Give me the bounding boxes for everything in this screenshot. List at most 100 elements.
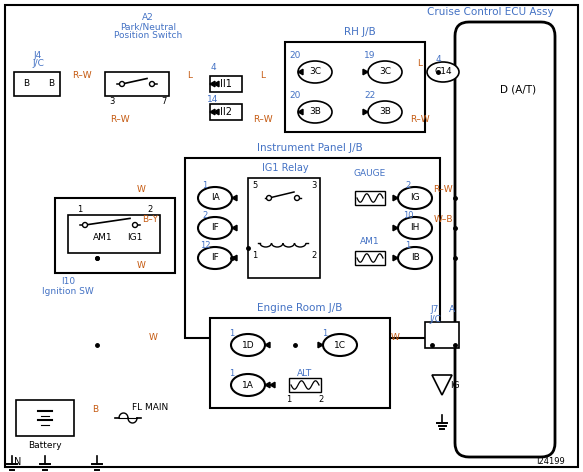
Text: 1: 1	[252, 251, 258, 260]
Text: B: B	[23, 79, 29, 89]
Text: 1: 1	[202, 182, 208, 191]
Text: 14: 14	[208, 95, 219, 104]
Text: B–Y: B–Y	[142, 216, 158, 225]
Text: J/C: J/C	[32, 59, 44, 68]
Text: 3: 3	[311, 180, 317, 189]
Circle shape	[120, 82, 125, 86]
FancyBboxPatch shape	[455, 22, 555, 457]
Bar	[285, 42, 425, 132]
Bar	[105, 72, 169, 96]
Text: J/C: J/C	[429, 314, 441, 323]
Text: FL MAIN: FL MAIN	[132, 404, 168, 413]
Text: 1C: 1C	[334, 340, 346, 349]
Text: R–W: R–W	[72, 71, 92, 81]
Text: 1A: 1A	[242, 380, 254, 389]
Text: L: L	[188, 71, 192, 81]
Bar	[248, 178, 320, 278]
Polygon shape	[265, 342, 270, 348]
Bar	[210, 76, 242, 92]
Text: IH: IH	[410, 224, 420, 233]
Polygon shape	[393, 195, 398, 201]
Text: 10: 10	[403, 211, 413, 220]
Text: 19: 19	[364, 51, 376, 59]
Text: IG: IG	[410, 194, 420, 202]
Text: II2: II2	[220, 107, 232, 117]
Text: 4: 4	[210, 64, 216, 73]
Ellipse shape	[231, 374, 265, 396]
Ellipse shape	[198, 187, 232, 209]
Polygon shape	[232, 195, 237, 201]
Polygon shape	[214, 81, 219, 87]
Text: C14: C14	[434, 67, 452, 76]
Text: 20: 20	[289, 91, 301, 100]
Text: W–B: W–B	[433, 216, 453, 225]
Text: Instrument Panel J/B: Instrument Panel J/B	[257, 143, 363, 153]
Polygon shape	[232, 255, 237, 261]
Text: 3C: 3C	[309, 67, 321, 76]
Bar	[355, 191, 385, 205]
Bar	[68, 215, 160, 253]
Ellipse shape	[323, 334, 357, 356]
Text: 1: 1	[229, 329, 234, 337]
Bar	[185, 158, 440, 338]
Polygon shape	[318, 342, 323, 348]
Bar	[16, 400, 74, 436]
Text: R–W: R–W	[433, 185, 453, 194]
Polygon shape	[298, 109, 303, 115]
Circle shape	[149, 82, 154, 86]
Text: IG1 Relay: IG1 Relay	[262, 163, 308, 173]
Text: Cruise Control ECU Assy: Cruise Control ECU Assy	[427, 7, 553, 17]
Bar	[355, 251, 385, 265]
Text: 2: 2	[318, 396, 324, 405]
Text: 1: 1	[405, 242, 410, 251]
Text: 2: 2	[311, 251, 317, 260]
Text: 4: 4	[435, 56, 441, 65]
Text: W: W	[391, 332, 399, 342]
Text: GAUGE: GAUGE	[354, 169, 386, 177]
Text: 3: 3	[110, 98, 115, 107]
Ellipse shape	[368, 61, 402, 83]
Text: 20: 20	[289, 51, 301, 59]
Text: 3B: 3B	[309, 108, 321, 117]
Text: 5: 5	[252, 180, 258, 189]
Text: Park/Neutral: Park/Neutral	[120, 23, 176, 32]
Ellipse shape	[231, 334, 265, 356]
Text: RH J/B: RH J/B	[344, 27, 376, 37]
Text: I24199: I24199	[536, 457, 565, 466]
Bar	[55, 198, 175, 273]
Text: AM1: AM1	[93, 233, 113, 242]
Bar	[210, 318, 390, 408]
Polygon shape	[393, 225, 398, 231]
Text: IG: IG	[450, 380, 460, 389]
Text: 2: 2	[202, 211, 208, 220]
Text: 1: 1	[286, 396, 292, 405]
Text: 2: 2	[405, 182, 410, 191]
Ellipse shape	[298, 101, 332, 123]
Text: N: N	[14, 457, 22, 467]
Ellipse shape	[427, 62, 459, 82]
Polygon shape	[210, 109, 215, 115]
Polygon shape	[363, 109, 368, 115]
Text: 2: 2	[147, 205, 153, 214]
Ellipse shape	[198, 247, 232, 269]
Text: R–W: R–W	[253, 116, 273, 125]
Text: L: L	[417, 59, 423, 68]
Text: W: W	[136, 261, 145, 270]
Circle shape	[132, 222, 138, 228]
Text: I10: I10	[61, 278, 75, 287]
Text: B: B	[48, 79, 54, 89]
Text: 3B: 3B	[379, 108, 391, 117]
Ellipse shape	[198, 217, 232, 239]
Polygon shape	[270, 382, 275, 388]
Text: D (A/T): D (A/T)	[500, 85, 536, 95]
Polygon shape	[210, 81, 215, 87]
Circle shape	[294, 195, 300, 201]
Text: J7: J7	[431, 305, 439, 314]
Bar	[425, 322, 459, 348]
Text: Engine Room J/B: Engine Room J/B	[257, 303, 343, 313]
Polygon shape	[393, 255, 398, 261]
Bar	[289, 378, 321, 392]
Ellipse shape	[398, 217, 432, 239]
Polygon shape	[232, 225, 237, 231]
Text: Position Switch: Position Switch	[114, 32, 182, 41]
